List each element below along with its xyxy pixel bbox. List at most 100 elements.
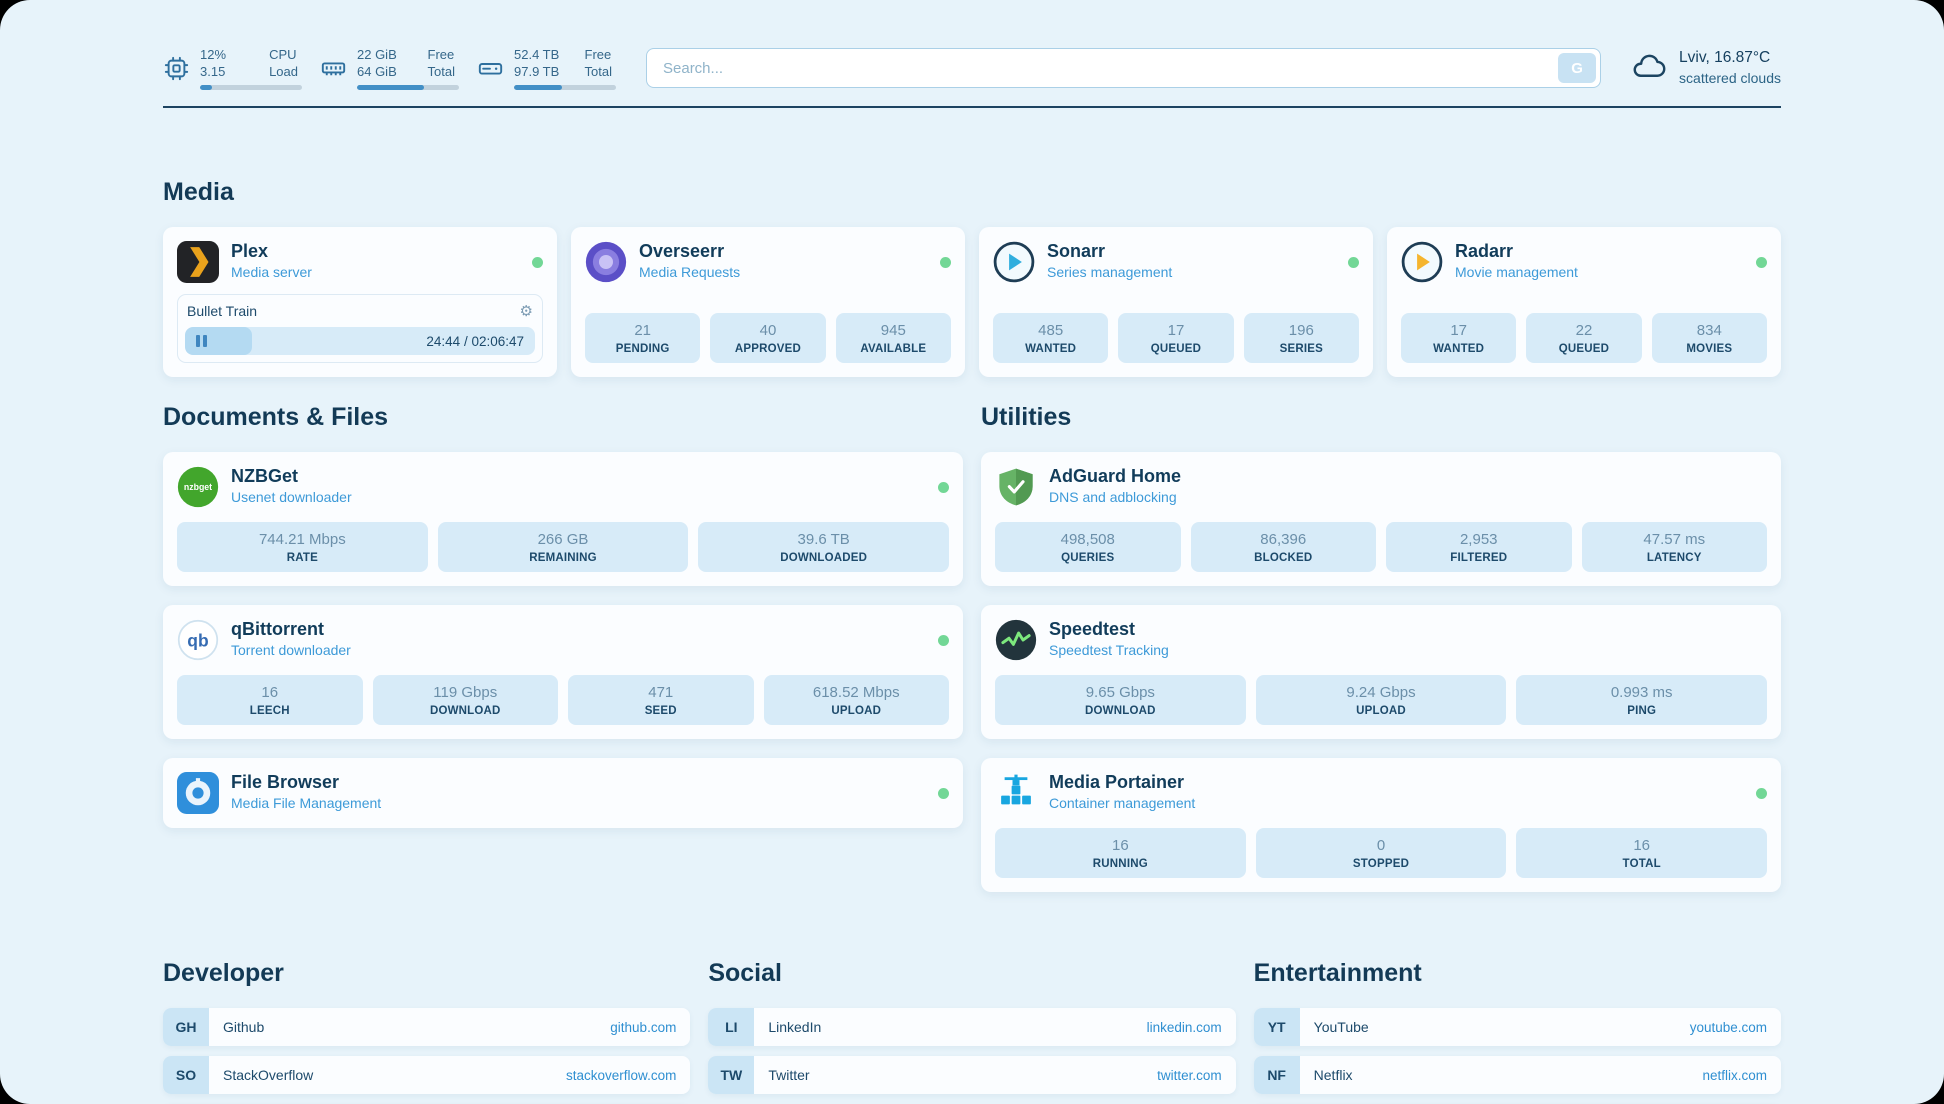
stat-box: 471 SEED [568, 675, 754, 726]
app-subtitle: Usenet downloader [231, 489, 352, 506]
topbar: 12% 3.15 CPU Load [163, 46, 1781, 91]
stat-box: 0.993 ms PING [1516, 675, 1768, 726]
stat-box: 16 TOTAL [1516, 828, 1768, 879]
stat-box: 16 RUNNING [995, 828, 1246, 879]
bookmark-linkedin[interactable]: LI LinkedIn linkedin.com [708, 1008, 1236, 1047]
stat-box: 16 LEECH [177, 675, 363, 726]
bookmark-url: github.com [610, 1019, 677, 1035]
bookmark-url: stackoverflow.com [566, 1067, 677, 1083]
weather-condition: scattered clouds [1679, 70, 1781, 87]
bookmark-youtube[interactable]: YT YouTube youtube.com [1253, 1008, 1781, 1047]
playback-progress-bar[interactable]: 24:44 / 02:06:47 [185, 327, 535, 356]
cloud-icon [1631, 48, 1667, 89]
svg-text:qb: qb [187, 631, 208, 651]
search-bar: G [646, 48, 1602, 89]
app-card-speedtest[interactable]: Speedtest Speedtest Tracking 9.65 Gbps DO… [981, 605, 1781, 740]
bookmark-abbr: GH [163, 1008, 209, 1047]
app-card-radarr[interactable]: Radarr Movie management 17 WANTED 22 QUEUE… [1387, 227, 1781, 378]
load-label: Load [269, 64, 298, 80]
stat-box: 17 WANTED [1401, 313, 1517, 364]
pause-icon[interactable] [196, 335, 207, 348]
storage-total-label: Total [584, 64, 612, 80]
stat-box: 86,396 BLOCKED [1190, 522, 1376, 573]
app-card-adguard[interactable]: AdGuard Home DNS and adblocking 498,508 Q… [981, 452, 1781, 587]
app-card-filebrowser[interactable]: File Browser Media File Management [163, 758, 963, 829]
sonarr-icon [993, 241, 1035, 283]
app-name: Overseerr [639, 241, 725, 262]
cpu-progress-bar [200, 85, 302, 91]
overseerr-icon [585, 241, 627, 283]
bookmark-github[interactable]: GH Github github.com [163, 1008, 691, 1047]
memory-widget: 22 GiB 64 GiB Free Total [320, 46, 459, 91]
adguard-icon [995, 466, 1037, 508]
status-dot [938, 481, 949, 493]
now-playing-title: Bullet Train [187, 303, 258, 320]
plex-icon [177, 241, 219, 284]
radarr-icon [1401, 241, 1443, 283]
bookmark-name: YouTube [1313, 1019, 1369, 1036]
status-dot [532, 256, 543, 268]
app-subtitle: Speedtest Tracking [1049, 642, 1169, 659]
stat-box: 485 WANTED [993, 313, 1109, 364]
section-title-documents: Documents & Files [163, 403, 389, 432]
stat-box: 22 QUEUED [1526, 313, 1642, 364]
app-name: NZBGet [231, 466, 298, 487]
status-dot [1756, 787, 1767, 799]
section-developer: Developer GH Github github.com SO StackO… [163, 959, 691, 1104]
app-name: Plex [231, 241, 269, 262]
app-card-nzbget[interactable]: nzbget NZBGet Usenet downloader 744.21 M… [163, 452, 963, 587]
app-name: Radarr [1455, 241, 1514, 262]
memory-total-value: 64 GiB [357, 64, 397, 80]
section-documents: Documents & Files nzbget NZBGet Usenet d… [163, 403, 963, 847]
app-subtitle: DNS and adblocking [1049, 489, 1177, 506]
app-name: Sonarr [1047, 241, 1106, 262]
storage-free-value: 52.4 TB [514, 47, 560, 62]
section-entertainment: Entertainment YT YouTube youtube.com NF … [1253, 959, 1781, 1104]
app-subtitle: Torrent downloader [231, 642, 351, 659]
section-social: Social LI LinkedIn linkedin.com TW Twitt… [708, 959, 1236, 1095]
app-card-sonarr[interactable]: Sonarr Series management 485 WANTED 17 QUE… [979, 227, 1373, 378]
storage-widget: 52.4 TB 97.9 TB Free Total [477, 46, 616, 91]
status-dot [1756, 256, 1767, 268]
bookmark-name: LinkedIn [768, 1019, 822, 1036]
speedtest-icon [995, 619, 1037, 661]
stat-box: 945 AVAILABLE [835, 313, 951, 364]
app-card-plex[interactable]: Plex Media server Bullet Train ⚙ 24:44 /… [163, 227, 557, 378]
bookmark-abbr: YT [1253, 1008, 1300, 1047]
playback-progress-fill [185, 327, 252, 356]
stat-box: 834 MOVIES [1651, 313, 1767, 364]
storage-progress-bar [514, 85, 616, 91]
bookmark-twitter[interactable]: TW Twitter twitter.com [708, 1056, 1236, 1095]
section-title-utilities: Utilities [981, 403, 1072, 432]
search-input[interactable] [646, 48, 1602, 89]
cpu-load-value: 3.15 [200, 64, 226, 80]
status-dot [938, 787, 949, 799]
search-engine-button[interactable]: G [1558, 53, 1597, 84]
section-title-developer: Developer [163, 959, 284, 988]
app-name: qBittorrent [231, 619, 324, 640]
svg-text:nzbget: nzbget [184, 482, 212, 492]
qbittorrent-icon: qb [177, 619, 219, 661]
bookmark-name: StackOverflow [223, 1067, 314, 1084]
stat-box: 9.24 Gbps UPLOAD [1255, 675, 1507, 726]
memory-progress-bar [357, 85, 459, 91]
gear-icon[interactable]: ⚙ [519, 302, 533, 321]
now-playing-widget: Bullet Train ⚙ 24:44 / 02:06:47 [177, 294, 543, 364]
app-card-qbittorrent[interactable]: qb qBittorrent Torrent downloader 16 LEEC… [163, 605, 963, 740]
stat-box: 119 Gbps DOWNLOAD [372, 675, 558, 726]
app-card-portainer[interactable]: Media Portainer Container management 16 R… [981, 758, 1781, 893]
bookmark-stackoverflow[interactable]: SO StackOverflow stackoverflow.com [163, 1056, 691, 1095]
app-subtitle: Media Requests [639, 264, 741, 281]
status-dot [1348, 256, 1359, 268]
stat-box: 17 QUEUED [1118, 313, 1234, 364]
bookmark-url: youtube.com [1689, 1019, 1767, 1035]
bookmark-name: Github [223, 1019, 265, 1036]
cpu-usage-value: 12% [200, 47, 227, 62]
stat-box: 2,953 FILTERED [1386, 522, 1572, 573]
bookmark-netflix[interactable]: NF Netflix netflix.com [1253, 1056, 1781, 1095]
filebrowser-icon [177, 772, 219, 815]
app-card-overseerr[interactable]: Overseerr Media Requests 21 PENDING 40 APP… [571, 227, 965, 378]
bookmark-url: twitter.com [1157, 1067, 1222, 1083]
portainer-icon [995, 772, 1037, 814]
